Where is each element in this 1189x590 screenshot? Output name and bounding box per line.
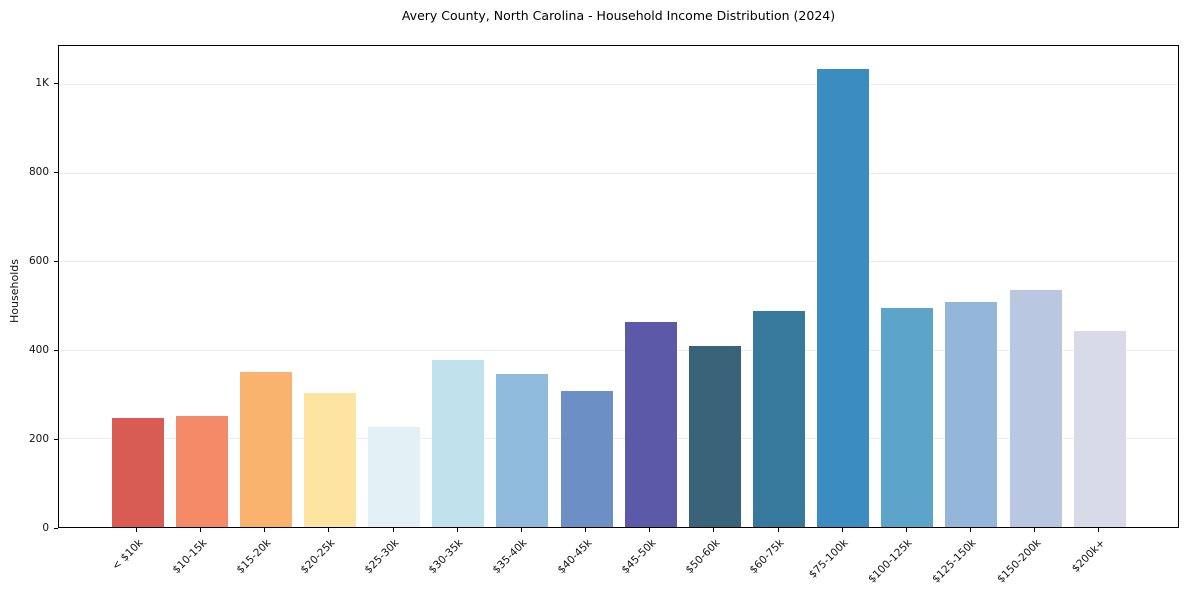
y-tick-mark [54,83,58,85]
bar [753,311,805,527]
x-axis: < $10k $10-15k $15-20k $20-25k $25-30k $30-35… [58,528,1179,590]
x-tick-mark [456,528,458,532]
y-tick-label: 800 [28,166,49,179]
x-tick-mark [585,528,587,532]
x-tick-mark [1034,528,1036,532]
bar [1009,290,1062,527]
x-tick-mark [264,528,266,532]
gridline [59,172,1178,174]
bar [817,69,870,527]
x-tick-mark [520,528,522,532]
x-tick-mark [1098,528,1100,532]
y-tick-mark [54,438,58,440]
y-tick-label: 0 [42,521,49,534]
y-axis: 0 200 400 600 800 1K [0,45,58,534]
x-tick-mark [905,528,907,532]
x-tick-label: < $10k [109,537,145,573]
bar [881,307,934,527]
bar [368,426,421,527]
y-tick-mark [54,527,58,529]
chart-title: Avery County, North Carolina - Household… [401,8,836,23]
y-tick-label: 1K [35,77,49,90]
y-tick-label: 400 [28,343,49,356]
x-tick-mark [841,528,843,532]
gridline [59,349,1178,351]
bar [560,390,613,527]
gridline [59,438,1178,439]
bar [239,371,292,527]
x-tick-mark [136,528,137,532]
bar [432,359,485,527]
x-tick-mark [328,528,330,532]
x-tick-mark [392,528,394,532]
bar [175,415,228,527]
bar [688,346,741,527]
x-tick-mark [200,528,202,532]
x-tick-mark [969,528,971,532]
y-tick-mark [54,260,58,262]
x-tick-mark [649,528,651,532]
gridline [59,261,1178,262]
plot-area [58,45,1179,528]
gridline [59,84,1178,85]
x-tick-mark [713,528,715,532]
bar [1073,330,1126,527]
y-tick-mark [54,172,58,174]
y-tick-label: 200 [28,432,49,445]
x-tick-mark [777,528,779,532]
bar [624,321,677,527]
y-tick-label: 600 [28,254,49,267]
bar [111,417,164,527]
bar [303,392,356,527]
bar [496,373,549,527]
y-tick-mark [54,349,58,351]
bar [945,302,998,527]
